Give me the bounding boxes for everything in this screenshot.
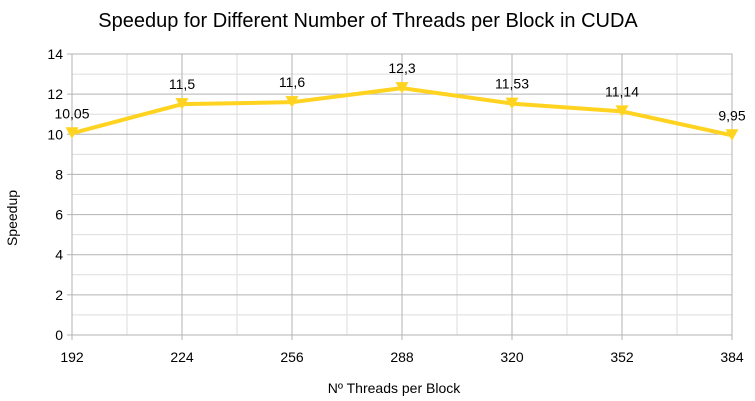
y-tick-label: 12 xyxy=(47,86,63,102)
y-tick-label: 8 xyxy=(55,166,63,182)
y-tick-label: 0 xyxy=(55,327,63,343)
y-axis-tick-labels: 0 2 4 6 8 10 12 14 xyxy=(47,46,63,343)
chart-title: Speedup for Different Number of Threads … xyxy=(98,10,638,32)
x-tick-label: 224 xyxy=(170,349,194,365)
data-label: 9,95 xyxy=(718,107,745,123)
data-label: 11,53 xyxy=(495,76,529,92)
y-tick-label: 2 xyxy=(55,287,63,303)
y-tick-label: 6 xyxy=(55,207,63,223)
data-label: 10,05 xyxy=(54,105,89,121)
data-label: 11,14 xyxy=(605,83,639,99)
data-label: 11,5 xyxy=(169,76,195,92)
data-point-marker xyxy=(505,97,519,110)
y-tick-label: 14 xyxy=(47,46,63,62)
data-labels: 10,05 11,5 11,6 12,3 11,53 11,14 9,95 xyxy=(54,60,745,123)
x-tick-label: 192 xyxy=(60,349,84,365)
data-point-marker xyxy=(65,127,79,139)
data-label: 11,6 xyxy=(279,74,305,90)
data-point-marker xyxy=(175,98,189,110)
x-tick-label: 256 xyxy=(280,349,304,365)
series-speedup xyxy=(65,82,739,141)
x-tick-label: 352 xyxy=(610,349,634,365)
plot-frame xyxy=(71,53,733,336)
x-tick-label: 384 xyxy=(720,349,744,365)
x-tick-label: 288 xyxy=(390,349,414,365)
x-tick-label: 320 xyxy=(500,349,524,365)
data-point-marker xyxy=(285,96,299,108)
x-axis-tick-labels: 192 224 256 288 320 352 384 xyxy=(60,349,744,365)
y-tick-label: 4 xyxy=(55,247,63,263)
x-axis-title: Nº Threads per Block xyxy=(328,380,461,396)
data-label: 12,3 xyxy=(388,60,415,76)
y-tick-label: 10 xyxy=(47,126,63,142)
data-point-marker xyxy=(615,105,629,117)
y-axis-title: Speedup xyxy=(4,190,20,246)
data-point-marker xyxy=(725,129,739,141)
data-point-marker xyxy=(395,82,409,94)
